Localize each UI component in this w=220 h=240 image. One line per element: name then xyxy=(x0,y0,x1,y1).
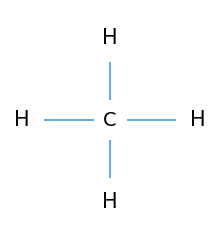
Text: H: H xyxy=(14,110,30,130)
Text: C: C xyxy=(103,110,117,130)
Text: H: H xyxy=(102,28,118,48)
Text: H: H xyxy=(102,192,118,212)
Text: H: H xyxy=(190,110,206,130)
